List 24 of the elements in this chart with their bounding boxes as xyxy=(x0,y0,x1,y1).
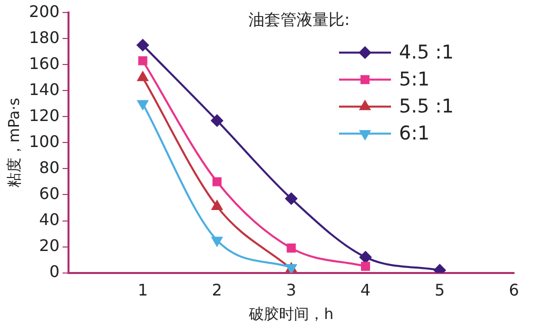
y-tick-label: 40 xyxy=(39,210,60,229)
x-tick-label: 3 xyxy=(286,280,296,300)
y-tick-label: 80 xyxy=(39,158,60,177)
y-tick-label: 160 xyxy=(28,54,60,73)
x-tick-label: 1 xyxy=(138,280,148,300)
y-tick-label: 20 xyxy=(39,236,60,255)
legend-label: 6:1 xyxy=(399,122,430,145)
x-tick-label: 5 xyxy=(434,280,445,300)
y-tick-label: 120 xyxy=(28,106,60,125)
y-tick-label: 140 xyxy=(28,80,60,99)
y-tick-label: 0 xyxy=(49,262,60,281)
legend-label: 5:1 xyxy=(399,68,430,91)
x-tick-label: 6 xyxy=(508,280,520,300)
y-tick-label: 200 xyxy=(28,2,60,21)
y-tick-label: 100 xyxy=(28,132,60,151)
y-axis-title: 粘度，mPa·s xyxy=(4,98,23,188)
y-tick-label: 180 xyxy=(28,28,60,47)
x-tick-label: 2 xyxy=(212,280,222,300)
x-tick-label: 4 xyxy=(360,280,371,300)
legend-label: 5.5 :1 xyxy=(399,96,454,118)
legend-label: 4.5 :1 xyxy=(399,42,454,64)
y-tick-label: 60 xyxy=(39,184,60,203)
x-axis-title: 破胶时间，h xyxy=(248,304,334,323)
legend-title: 油套管液量比: xyxy=(248,10,350,29)
